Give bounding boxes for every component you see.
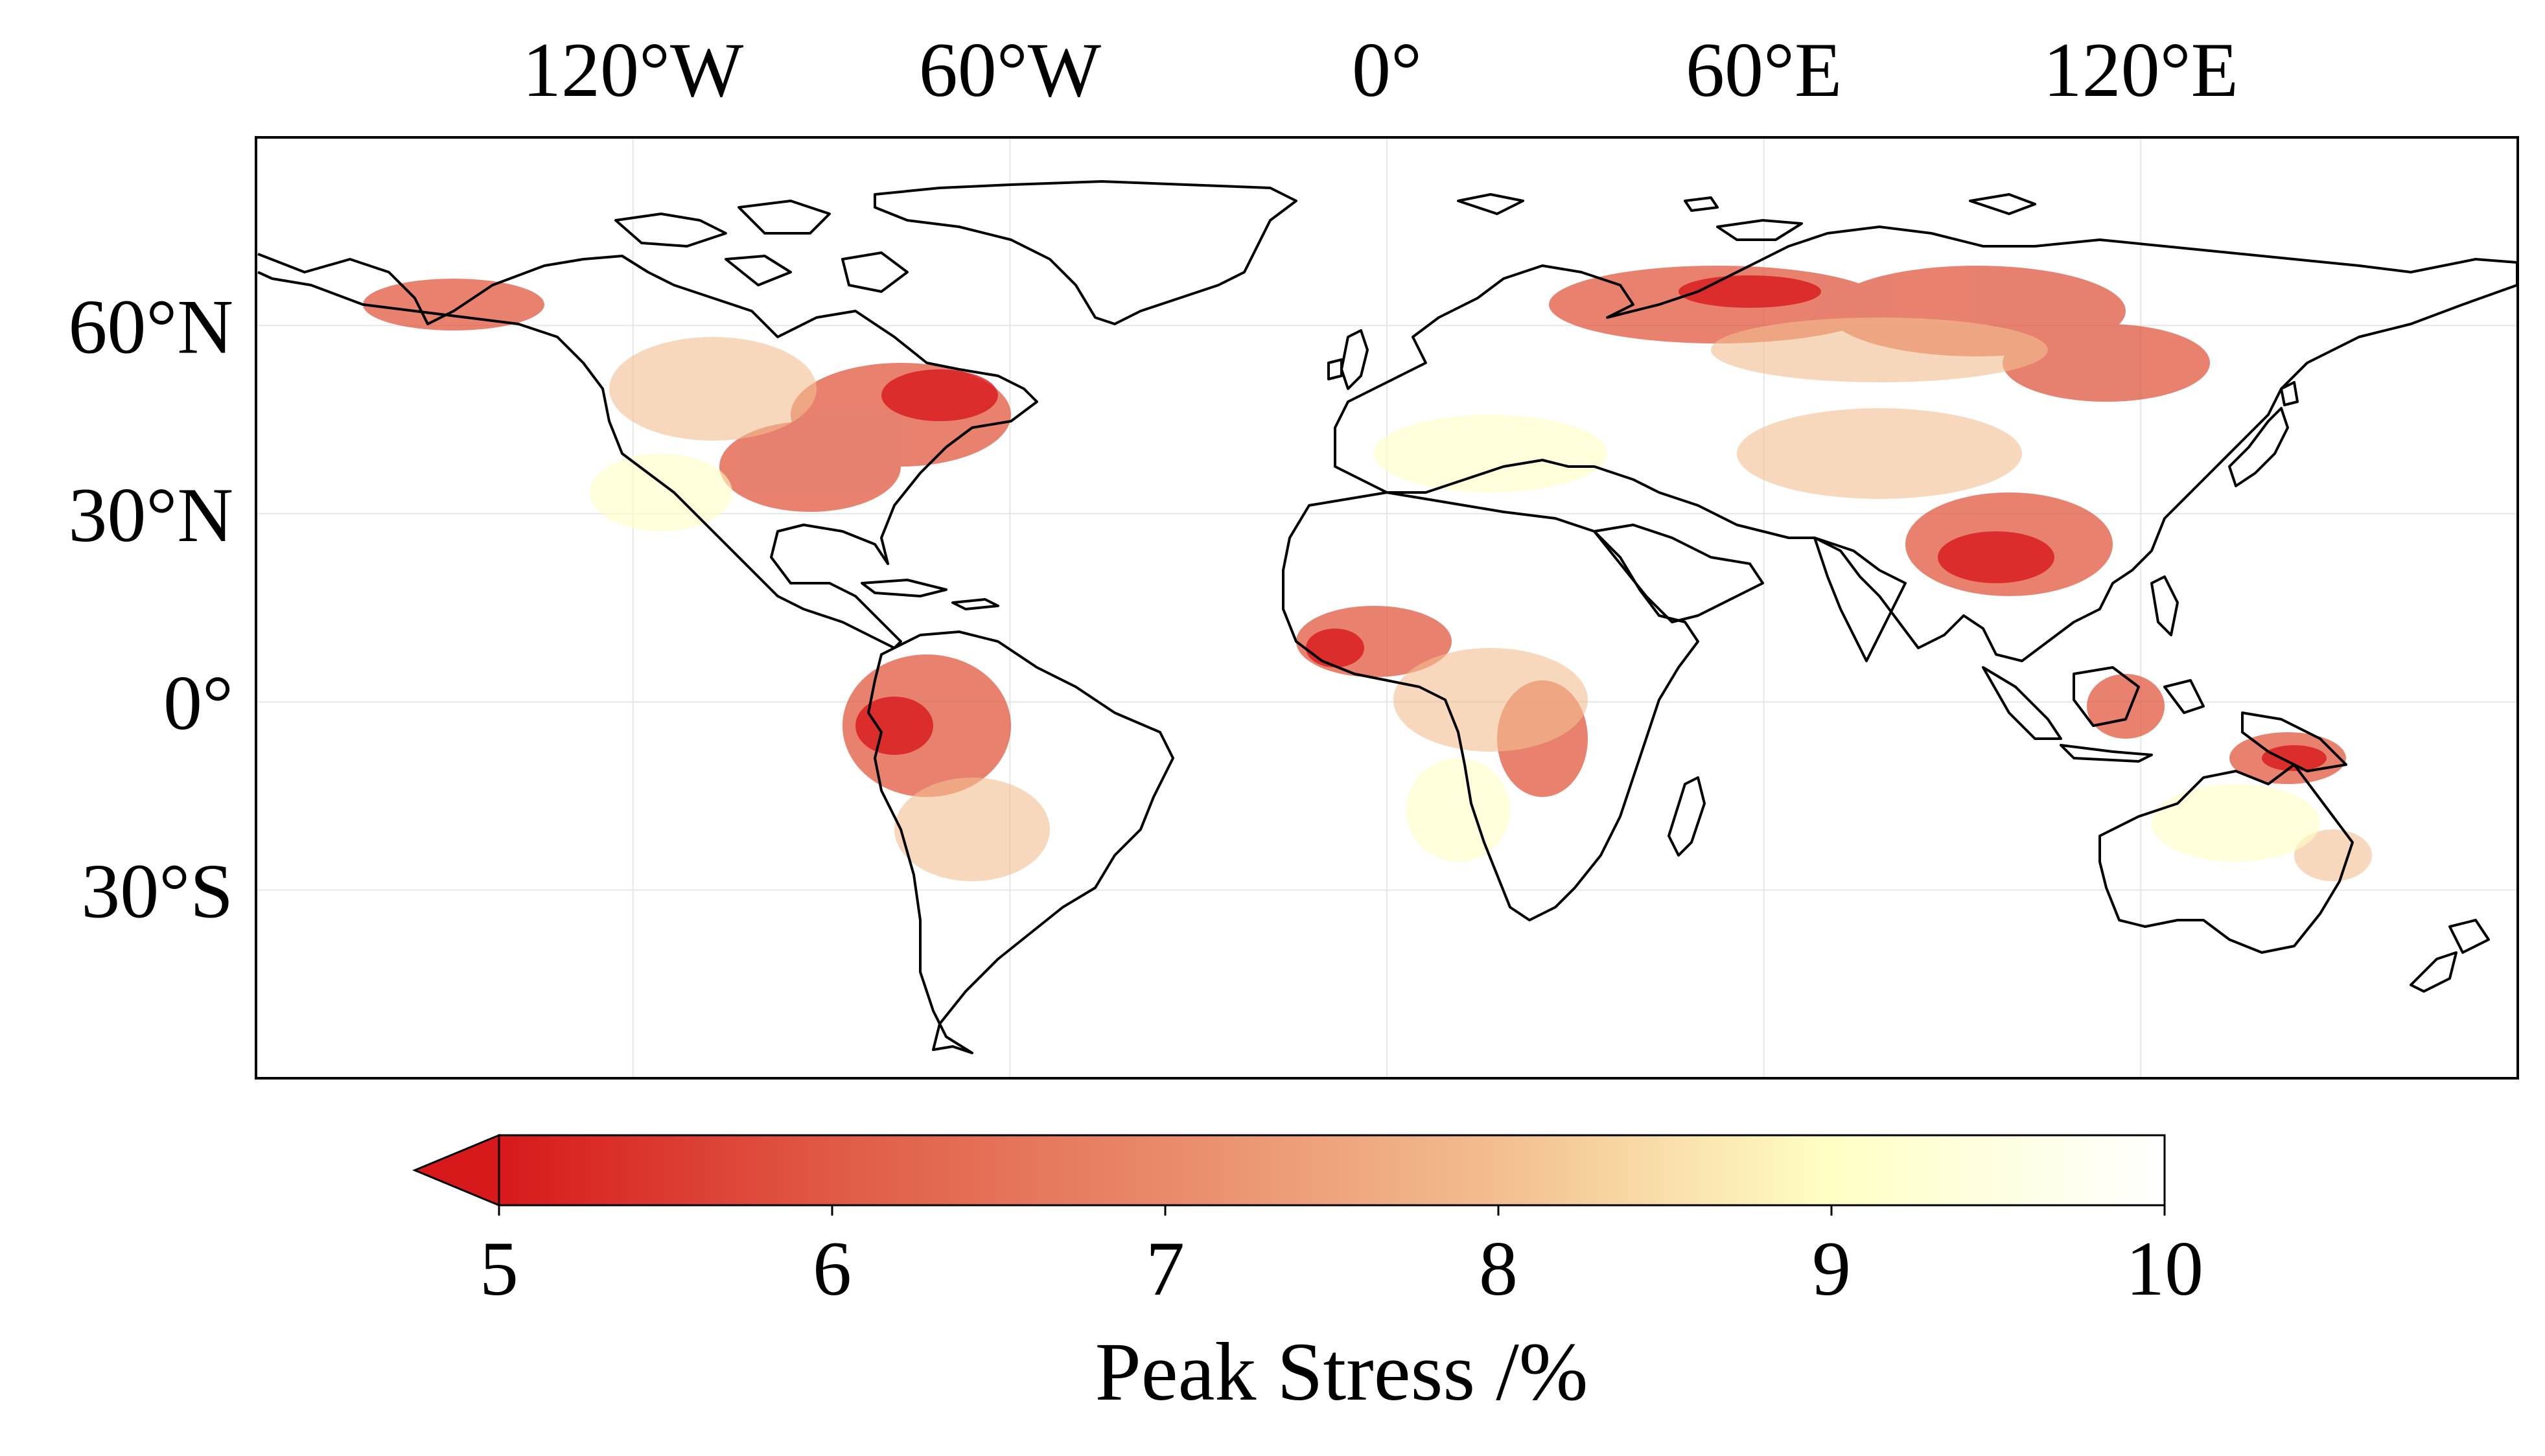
coastline-new-zealand bbox=[2410, 919, 2490, 993]
coastline-south-america bbox=[867, 630, 1174, 1054]
map-panel bbox=[255, 136, 2519, 1080]
colorbar-tick-label: 6 bbox=[813, 1225, 852, 1312]
coastline-philippines bbox=[2150, 575, 2179, 636]
coastline-japan bbox=[2228, 381, 2299, 487]
lon-tick-label: 0° bbox=[1352, 27, 1422, 113]
colorbar-tick-label: 8 bbox=[1479, 1225, 1518, 1312]
coastline-caribbean bbox=[861, 579, 999, 610]
longitude-axis: 120°W 60°W 0° 60°E 120°E bbox=[522, 27, 2238, 113]
coastline-indonesia bbox=[1982, 666, 2347, 772]
coastline-british-isles bbox=[1327, 329, 1369, 390]
lon-tick-label: 120°E bbox=[2043, 27, 2238, 113]
lat-tick-label: 60°N bbox=[68, 283, 233, 369]
coastline-arabia bbox=[1593, 524, 1764, 623]
colorbar-tick-label: 7 bbox=[1146, 1225, 1185, 1312]
colorbar: 5 6 7 8 9 10 Peak Stress /% bbox=[412, 1133, 2203, 1418]
lon-tick-label: 120°W bbox=[522, 27, 744, 113]
colorbar-extend-min-triangle bbox=[412, 1133, 500, 1207]
coastline-north-america bbox=[257, 253, 1038, 649]
coastline-arctic-islands bbox=[614, 200, 909, 293]
lon-tick-label: 60°E bbox=[1686, 27, 1842, 113]
map-border bbox=[255, 136, 2519, 1080]
lon-tick-label: 60°W bbox=[919, 27, 1102, 113]
colorbar-tick-label: 5 bbox=[480, 1225, 518, 1312]
coastline-siberian-islands bbox=[1457, 193, 2036, 241]
lat-tick-label: 0° bbox=[163, 660, 233, 746]
coastline-africa bbox=[1282, 491, 1699, 921]
colorbar-tick-marks bbox=[498, 1205, 2166, 1216]
coastline-india bbox=[1813, 537, 1907, 662]
lat-tick-label: 30°N bbox=[68, 472, 233, 558]
coastline-australia bbox=[2098, 763, 2354, 954]
colorbar-ticks: 5 6 7 8 9 10 bbox=[480, 1225, 2203, 1312]
colorbar-tick-label: 9 bbox=[1812, 1225, 1851, 1312]
colorbar-label: Peak Stress /% bbox=[1095, 1326, 1588, 1418]
coastline-greenland bbox=[874, 180, 1297, 325]
colorbar-tick-label: 10 bbox=[2126, 1225, 2203, 1312]
coastline-madagascar bbox=[1668, 776, 1706, 857]
lat-tick-label: 30°S bbox=[81, 848, 233, 934]
coastlines bbox=[257, 180, 2518, 1054]
colorbar-gradient bbox=[498, 1134, 2166, 1207]
coastline-eurasia bbox=[1334, 225, 2518, 662]
latitude-axis: 60°N 30°N 0° 30°S bbox=[68, 283, 233, 934]
